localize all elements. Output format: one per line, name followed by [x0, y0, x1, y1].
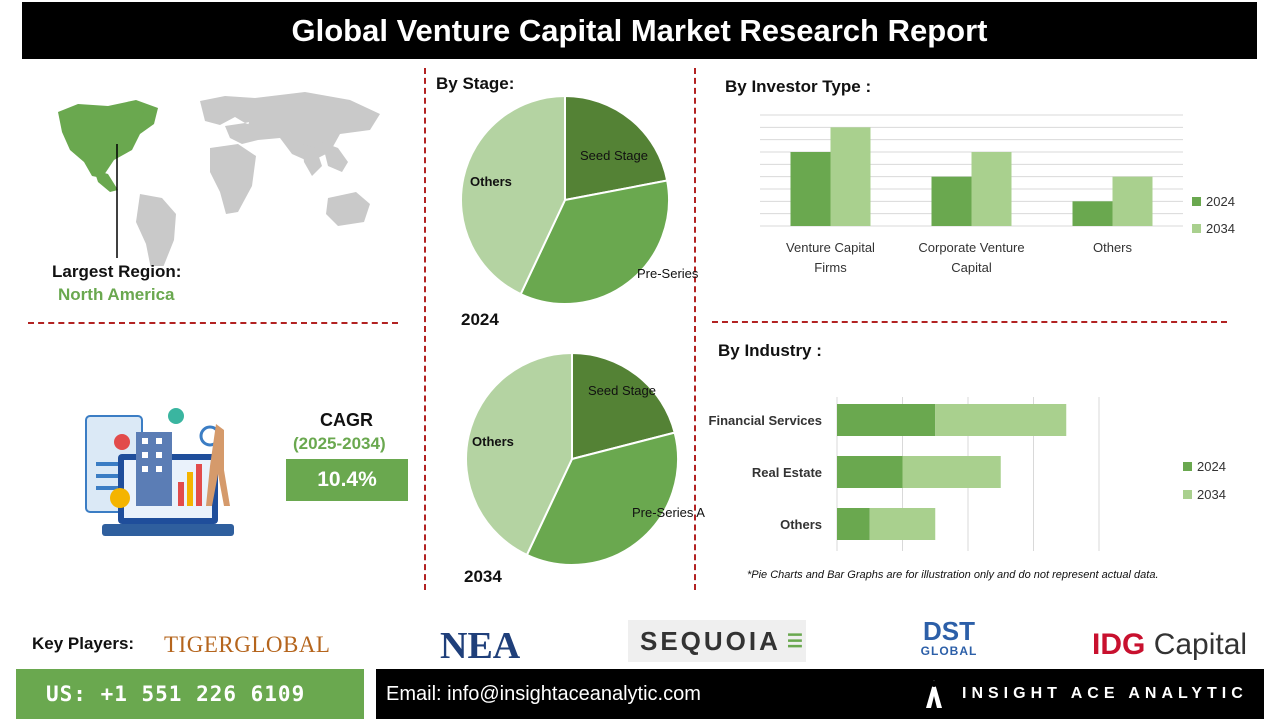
insightace-logo-icon: [926, 680, 942, 708]
logo-dst-text: DST: [923, 616, 975, 646]
hbar-2024-2: [837, 508, 870, 540]
world-map: [58, 92, 380, 266]
hbar-2034-0: [935, 404, 1067, 436]
industry-title: By Industry :: [718, 341, 822, 360]
hbar-2024-0: [837, 404, 936, 436]
legend-swatch-2024: [1183, 462, 1192, 471]
x-tick-label: Corporate Venture: [918, 240, 1024, 255]
legend-label-2034: 2034: [1206, 221, 1235, 236]
chart-disclaimer: *Pie Charts and Bar Graphs are for illus…: [747, 569, 1159, 581]
legend-swatch-2034: [1183, 490, 1192, 499]
bar-2034-0: [830, 127, 871, 226]
divider-left: [28, 322, 398, 324]
key-players-label: Key Players:: [32, 634, 135, 653]
bar-2024-1: [931, 176, 972, 226]
bar-2034-1: [971, 152, 1012, 226]
pie-year-2024: 2024: [461, 310, 499, 329]
pie-label-pre-series-a: Pre-Series A: [632, 505, 705, 520]
legend-swatch-2034: [1192, 224, 1201, 233]
logo-sequoia-text: SEQUOIA: [640, 625, 781, 656]
logo-dst: DST GLOBAL: [916, 618, 982, 658]
pie-label-pre-series-a: Pre-Series A: [637, 266, 700, 281]
legend-label-2034: 2034: [1197, 487, 1226, 502]
logo-dst-sub: GLOBAL: [920, 644, 978, 658]
y-tick-label: Financial Services: [709, 413, 822, 428]
pie-year-2034: 2034: [464, 567, 502, 586]
divider-vertical-2: [694, 68, 696, 590]
bar-2024-0: [790, 152, 831, 226]
hbar-2034-2: [869, 508, 936, 540]
logo-idg: IDG Capital: [1092, 628, 1247, 662]
pie-label-seed-stage: Seed Stage: [588, 383, 656, 398]
pie-slice-others: [460, 94, 566, 296]
logo-sequoia: SEQUOIA ☰: [628, 620, 806, 662]
email-contact: Email: info@insightaceanalytic.com: [376, 669, 906, 719]
x-tick-label-cont: Firms: [814, 260, 847, 275]
cagr-label: CAGR: [320, 410, 373, 430]
pie-chart-2034: Seed Stage Pre-Series A Others: [465, 351, 705, 566]
hbar-2024-1: [837, 456, 903, 488]
largest-region-label: Largest Region:: [52, 262, 182, 281]
stage-title: By Stage:: [436, 74, 515, 93]
pie-slice-pre-series-a: [519, 179, 670, 305]
largest-region-value: North America: [58, 285, 175, 304]
pie-slice-others: [465, 351, 573, 557]
analytics-illustration: [85, 408, 234, 536]
logo-nea: NEA: [440, 625, 521, 667]
y-tick-label: Others: [780, 517, 822, 532]
legend-label-2024: 2024: [1197, 459, 1226, 474]
hbar-2034-1: [902, 456, 1001, 488]
logo-idg-text: IDG: [1092, 628, 1146, 661]
investor-title: By Investor Type :: [725, 77, 872, 96]
pie-chart-2024: Seed Stage Pre-Series A Others: [460, 94, 700, 305]
y-tick-label: Real Estate: [752, 465, 822, 480]
logo-tigerglobal: TIGERGLOBAL: [164, 632, 331, 657]
x-tick-label-cont: Capital: [951, 260, 992, 275]
pie-label-seed-stage: Seed Stage: [580, 148, 648, 163]
pie-slice-seed-stage: [564, 94, 669, 202]
page-title: Global Venture Capital Market Research R…: [22, 2, 1257, 59]
x-tick-label: Venture Capital: [786, 240, 875, 255]
pie-label-others: Others: [472, 434, 514, 449]
bar-2034-2: [1112, 176, 1153, 226]
cagr-range: (2025-2034): [293, 434, 386, 453]
investor-bar-chart: Venture Capital Firms Corporate Venture Cap…: [760, 114, 1235, 275]
pie-slice-pre-series-a: [525, 431, 679, 566]
bar-2024-2: [1072, 201, 1113, 226]
cagr-value: 10.4%: [286, 459, 408, 501]
divider-vertical-1: [424, 68, 426, 590]
brand-name: INSIGHT ACE ANALYTIC: [906, 669, 1264, 719]
pie-label-others: Others: [470, 174, 512, 189]
logo-idg-capital: Capital: [1153, 628, 1248, 661]
sequoia-mark-icon: ☰: [786, 630, 804, 651]
industry-bar-chart: Financial Services Real Estate Others 2024 2…: [709, 397, 1226, 551]
phone-contact: US: +1 551 226 6109: [16, 669, 364, 719]
divider-right: [712, 321, 1227, 323]
x-tick-label: Others: [1093, 240, 1133, 255]
legend-label-2024: 2024: [1206, 194, 1235, 209]
pie-slice-seed-stage: [571, 351, 676, 461]
legend-swatch-2024: [1192, 197, 1201, 206]
